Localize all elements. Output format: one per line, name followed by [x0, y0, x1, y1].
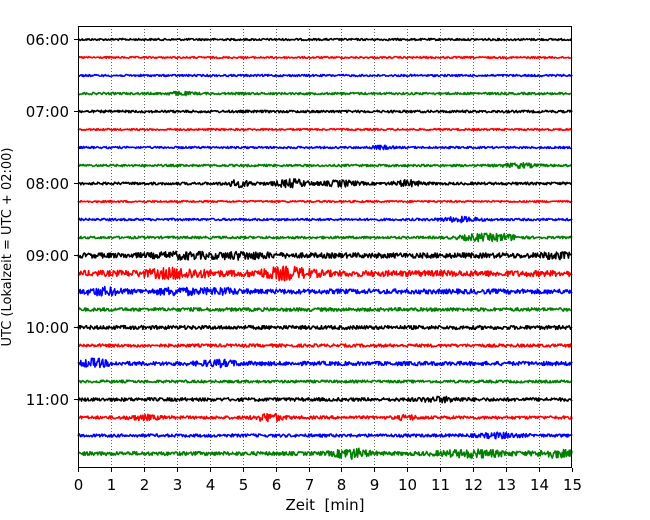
x-tick-label-11: 11: [431, 476, 450, 494]
trace-0815: [77, 199, 573, 204]
x-tick-label-0: 0: [74, 476, 84, 494]
trace-0900: [77, 250, 573, 261]
trace-1030: [77, 357, 573, 369]
trace-0930: [77, 285, 573, 297]
x-tick-label-13: 13: [497, 476, 516, 494]
x-tick-label-3: 3: [173, 476, 183, 494]
x-tick-label-8: 8: [337, 476, 347, 494]
y-tick-label-4: 10:00: [26, 319, 69, 337]
x-tick-label-5: 5: [239, 476, 249, 494]
trace-1115: [77, 412, 573, 423]
y-tick-label-2: 08:00: [26, 175, 69, 193]
trace-0945: [77, 307, 573, 312]
x-tick-label-12: 12: [464, 476, 483, 494]
x-tick-label-14: 14: [530, 476, 549, 494]
x-tick-label-4: 4: [206, 476, 216, 494]
trace-1130: [77, 431, 573, 440]
trace-0600: [77, 37, 573, 42]
x-axis-ticks: 0 1 2 3 4 5 6 7 8 9 10 11 12 13 14 15: [74, 468, 582, 494]
trace-1100: [77, 395, 573, 404]
plot-frame: [78, 26, 572, 468]
y-axis-ticks: 06:00 07:00 08:00 09:00 10:00 11:00: [26, 31, 78, 409]
y-tick-label-3: 09:00: [26, 247, 69, 265]
trace-0645: [77, 90, 573, 97]
x-tick-label-1: 1: [107, 476, 117, 494]
trace-0715: [77, 127, 573, 132]
trace-0630: [77, 73, 573, 78]
y-axis-label: UTC (Lokalzeit = UTC + 02:00): [0, 148, 15, 347]
trace-0800: [77, 178, 573, 189]
trace-0845: [77, 232, 573, 243]
trace-1045: [77, 379, 573, 384]
trace-0615: [77, 55, 573, 60]
x-tick-label-6: 6: [272, 476, 282, 494]
x-tick-label-2: 2: [140, 476, 150, 494]
trace-1145: [77, 447, 573, 460]
trace-0830: [77, 215, 573, 224]
x-tick-label-7: 7: [305, 476, 315, 494]
y-tick-label-5: 11:00: [26, 391, 69, 409]
x-axis-label: Zeit [min]: [285, 496, 364, 514]
trace-0745: [77, 162, 573, 169]
x-tick-label-10: 10: [398, 476, 417, 494]
x-tick-label-15: 15: [563, 476, 582, 494]
trace-1000: [77, 324, 573, 331]
trace-0730: [77, 144, 573, 151]
trace-lines: [77, 37, 573, 460]
y-tick-label-0: 06:00: [26, 31, 69, 49]
trace-1015: [77, 343, 573, 348]
y-tick-label-1: 07:00: [26, 103, 69, 121]
x-tick-label-9: 9: [370, 476, 380, 494]
trace-0700: [77, 109, 573, 114]
trace-0915: [77, 265, 573, 282]
